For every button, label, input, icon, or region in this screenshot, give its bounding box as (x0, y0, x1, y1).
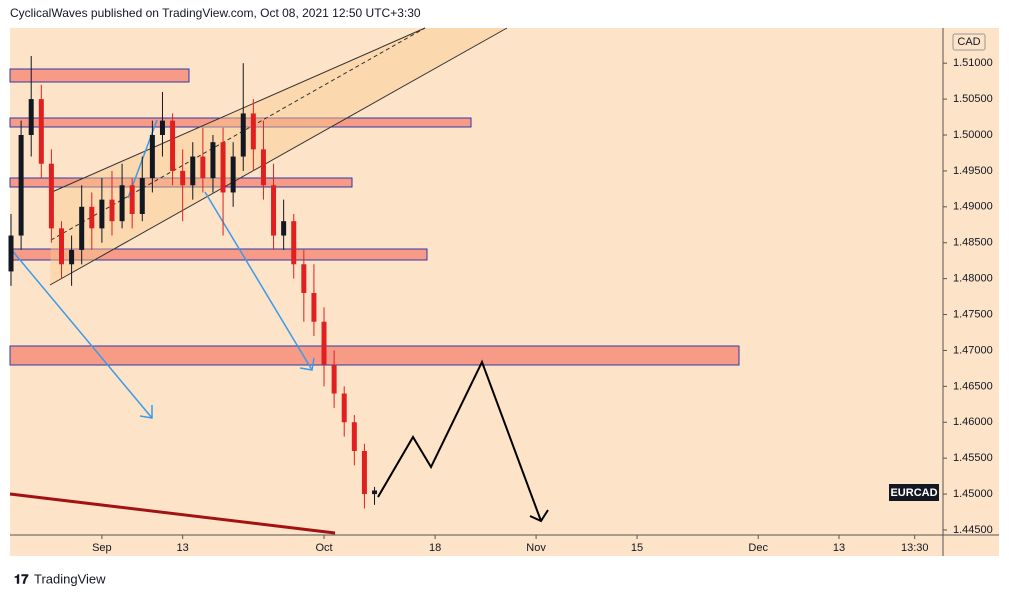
x-tick-label: 13 (833, 542, 845, 554)
y-tick-label: 1.51000 (953, 57, 993, 69)
chart-background (10, 28, 999, 556)
footer: TradingView (34, 571, 106, 586)
zone (9, 68, 190, 83)
currency-box (952, 33, 986, 51)
candle-body (250, 113, 256, 150)
y-tick-label: 1.49500 (953, 165, 993, 177)
header: CyclicalWaves published on TradingView.c… (10, 6, 421, 20)
arrow (9, 247, 153, 419)
projection (377, 359, 549, 523)
candles (8, 56, 378, 509)
zone (9, 117, 472, 128)
candle-body (28, 99, 34, 136)
candle-body (170, 120, 176, 171)
trendline (9, 492, 336, 535)
y-tick-label: 1.46000 (953, 416, 993, 428)
x-tick-label: Dec (748, 542, 768, 554)
symbol: EURCAD (890, 487, 937, 499)
candle-body (18, 135, 24, 236)
candle-body (139, 178, 145, 214)
candle-body (361, 450, 367, 495)
candle-body (260, 149, 266, 186)
x-tick-label: 13 (177, 542, 189, 554)
candle-body (341, 393, 347, 423)
y-tick-label: 1.47500 (953, 308, 993, 320)
y-tick-label: 1.45000 (953, 488, 993, 500)
candle-body (230, 156, 236, 193)
y-tick-label: 1.48000 (953, 273, 993, 285)
candle-body (149, 135, 155, 179)
candle-body (180, 170, 186, 186)
channel-line (51, 27, 426, 193)
y-tick-label: 1.50000 (953, 129, 993, 141)
y-tick-label: 1.50500 (953, 93, 993, 105)
candle-body (58, 228, 64, 265)
candle-body (220, 142, 226, 193)
candle-body (89, 206, 95, 229)
zone (9, 345, 740, 366)
candle-body (119, 185, 125, 222)
candle-body (99, 199, 105, 229)
symbol-box (889, 484, 939, 501)
candle-body (281, 221, 287, 236)
x-tick-label: Oct (315, 542, 332, 554)
candle-body (190, 156, 196, 186)
candle-body (109, 199, 115, 222)
candle-body (210, 142, 216, 179)
x-tick-label: 18 (429, 542, 441, 554)
candle-body (79, 206, 85, 250)
candle-body (351, 422, 357, 451)
candle-body (8, 235, 14, 272)
candle-body (69, 249, 75, 265)
x-tick-label: Sep (92, 542, 112, 554)
candle-body (240, 113, 246, 157)
y-tick-label: 1.46500 (953, 380, 993, 392)
y-tick-label: 1.49000 (953, 201, 993, 213)
candle-body (200, 156, 206, 179)
x-tick-label: 15 (631, 542, 643, 554)
candle-body (372, 490, 378, 495)
candle-body (38, 99, 44, 164)
candle-body (291, 221, 297, 265)
y-tick-label: 1.45500 (953, 452, 993, 464)
currency: CAD (957, 36, 980, 48)
candle-body (331, 364, 337, 394)
candle-body (311, 292, 317, 322)
y-tick-label: 1.48500 (953, 237, 993, 249)
channel-line (49, 27, 508, 286)
x-tick-label: Nov (526, 542, 546, 554)
y-tick-label: 1.44500 (953, 524, 993, 536)
y-tick-label: 1.47000 (953, 344, 993, 356)
candle-body (48, 163, 54, 229)
candle-body (321, 321, 327, 365)
candle-body (159, 120, 165, 136)
footer-logo: 𝟏𝟕 (14, 571, 29, 586)
candle-body (271, 185, 277, 236)
x-tick-label: 13:30 (901, 542, 929, 554)
candle-body (129, 185, 135, 214)
candle-body (301, 264, 307, 293)
